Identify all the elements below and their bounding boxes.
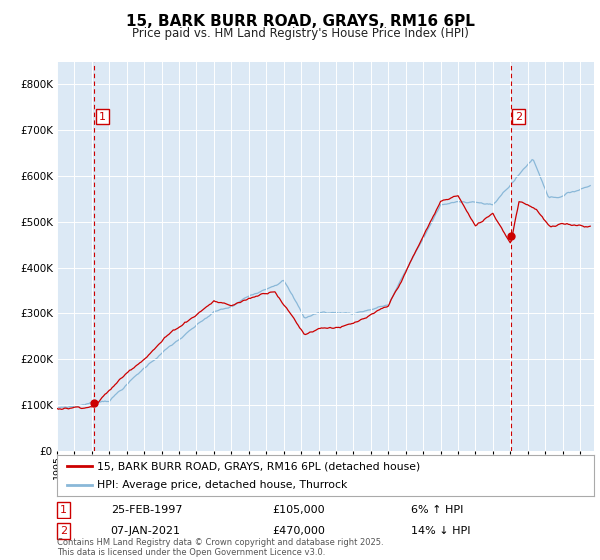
Text: 15, BARK BURR ROAD, GRAYS, RM16 6PL (detached house): 15, BARK BURR ROAD, GRAYS, RM16 6PL (det… (97, 461, 421, 471)
Text: Price paid vs. HM Land Registry's House Price Index (HPI): Price paid vs. HM Land Registry's House … (131, 27, 469, 40)
Text: 07-JAN-2021: 07-JAN-2021 (111, 526, 181, 536)
Text: HPI: Average price, detached house, Thurrock: HPI: Average price, detached house, Thur… (97, 480, 347, 489)
Text: 1: 1 (60, 505, 67, 515)
Text: 14% ↓ HPI: 14% ↓ HPI (412, 526, 471, 536)
Text: 2: 2 (515, 111, 522, 122)
Text: 6% ↑ HPI: 6% ↑ HPI (412, 505, 464, 515)
Text: 25-FEB-1997: 25-FEB-1997 (111, 505, 182, 515)
Text: 2: 2 (60, 526, 67, 536)
Text: 15, BARK BURR ROAD, GRAYS, RM16 6PL: 15, BARK BURR ROAD, GRAYS, RM16 6PL (125, 14, 475, 29)
Text: 1: 1 (99, 111, 106, 122)
Text: £470,000: £470,000 (272, 526, 325, 536)
Text: Contains HM Land Registry data © Crown copyright and database right 2025.
This d: Contains HM Land Registry data © Crown c… (57, 538, 383, 557)
Text: £105,000: £105,000 (272, 505, 325, 515)
